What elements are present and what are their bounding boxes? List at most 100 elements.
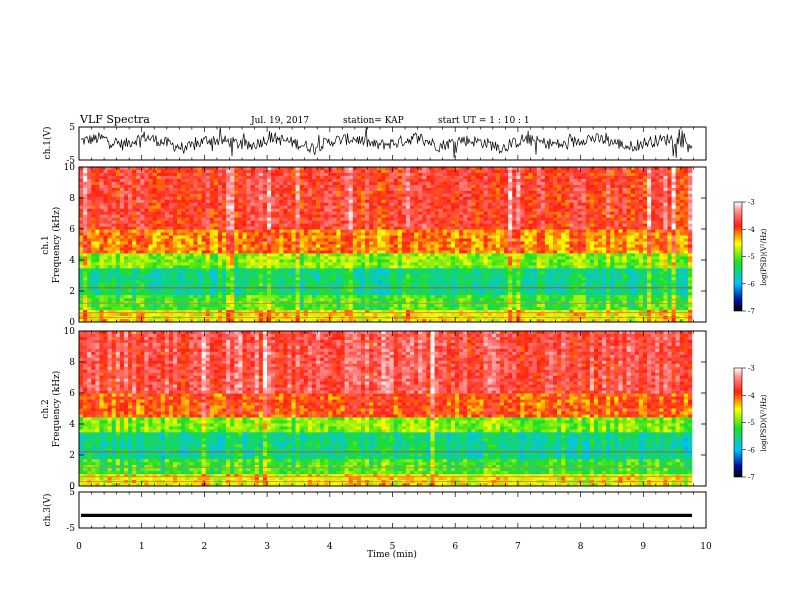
- spectrogram-cell: [634, 211, 640, 215]
- spectrogram-cell: [524, 196, 529, 201]
- spectrogram-cell: [291, 167, 296, 171]
- spectrogram-cell: [671, 187, 676, 192]
- spectrogram-cell: [254, 167, 260, 171]
- spectrogram-cell: [569, 259, 574, 263]
- spectrogram-cell: [679, 238, 685, 242]
- spectrogram-cell: [246, 184, 251, 189]
- spectrogram-cell: [553, 205, 558, 210]
- spectrogram-cell: [291, 178, 296, 183]
- spectrogram-cell: [454, 241, 460, 245]
- spectrogram-cell: [369, 202, 374, 207]
- spectrogram-cell: [565, 238, 570, 242]
- spectrogram-cell: [83, 253, 88, 257]
- spectrogram-cell: [128, 265, 133, 269]
- spectrogram-cell: [675, 241, 681, 245]
- spectrogram-cell: [303, 223, 309, 227]
- spectrogram-cell: [103, 256, 108, 260]
- spectrogram-cell: [250, 217, 256, 221]
- spectrogram-cell: [373, 169, 378, 174]
- spectrogram-cell: [508, 211, 513, 215]
- spectrogram-cell: [414, 196, 419, 201]
- spectrogram-cell: [234, 247, 239, 251]
- spectrogram-cell: [103, 232, 108, 236]
- spectrogram-cell: [389, 199, 394, 204]
- spectrogram-cell: [581, 244, 587, 248]
- spectrogram-cell: [107, 214, 112, 218]
- spectrogram-cell: [107, 172, 112, 177]
- spectrogram-cell: [450, 238, 456, 242]
- spectrogram-cell: [291, 208, 296, 213]
- spectrogram-cell: [91, 256, 96, 260]
- spectrogram-cell: [565, 235, 570, 239]
- spectrogram-cell: [499, 238, 505, 242]
- spectrogram-cell: [340, 250, 345, 254]
- spectrogram-cell: [164, 169, 170, 174]
- spectrogram-cell: [119, 265, 125, 269]
- spectrogram-cell: [181, 256, 186, 260]
- spectrogram-cell: [291, 193, 296, 198]
- spectrogram-cell: [459, 259, 464, 263]
- spectrogram-cell: [687, 262, 693, 266]
- spectrogram-cell: [614, 181, 619, 186]
- spectrogram-cell: [189, 253, 194, 257]
- spectrogram-cell: [438, 241, 444, 245]
- spectrogram-cell: [655, 172, 660, 177]
- spectrogram-cell: [618, 169, 623, 174]
- spectrogram-cell: [659, 238, 664, 242]
- spectrogram-cell: [226, 238, 231, 242]
- spectrogram-cell: [626, 178, 631, 183]
- spectrogram-cell: [254, 247, 260, 251]
- spectrogram-cell: [638, 232, 644, 236]
- spectrogram-cell: [287, 232, 292, 236]
- spectrogram-cell: [299, 253, 305, 257]
- spectrogram-cell: [561, 196, 566, 201]
- spectrogram-cell: [152, 199, 157, 204]
- spectrogram-cell: [344, 193, 350, 198]
- spectrogram-cell: [344, 205, 350, 210]
- spectrogram-cell: [520, 184, 525, 189]
- spectrogram-cell: [634, 208, 640, 213]
- spectrogram-cell: [320, 184, 325, 189]
- spectrogram-cell: [258, 211, 264, 215]
- spectrogram-cell: [634, 193, 640, 198]
- spectrogram-cell: [287, 220, 292, 224]
- spectrogram-cell: [569, 253, 574, 257]
- spectrogram-cell: [463, 172, 468, 177]
- spectrogram-cell: [642, 253, 648, 257]
- spectrogram-cell: [299, 178, 305, 183]
- spectrogram-cell: [213, 190, 219, 195]
- spectrogram-cell: [373, 172, 378, 177]
- spectrogram-cell: [148, 167, 153, 171]
- spectrogram-cell: [316, 226, 321, 230]
- spectrogram-cell: [471, 232, 476, 236]
- spectrogram-cell: [242, 184, 247, 189]
- spectrogram-cell: [107, 241, 112, 245]
- spectrogram-cell: [414, 190, 419, 195]
- spectrogram-cell: [561, 169, 566, 174]
- spectrogram-cell: [426, 169, 431, 174]
- spectrogram-cell: [311, 241, 317, 245]
- spectrogram-cell: [217, 256, 223, 260]
- spectrogram-cell: [467, 238, 472, 242]
- spectrogram-cell: [222, 208, 227, 213]
- spectrogram-cell: [516, 217, 521, 221]
- spectrogram-cell: [246, 262, 251, 266]
- spectrogram-cell: [487, 223, 493, 227]
- spectrogram-cell: [258, 208, 264, 213]
- spectrogram-cell: [279, 238, 284, 242]
- spectrogram-cell: [209, 259, 215, 263]
- spectrogram-cell: [446, 223, 452, 227]
- spectrogram-cell: [459, 205, 464, 210]
- spectrogram-cell: [242, 181, 247, 186]
- spectrogram-cell: [87, 223, 92, 227]
- spectrogram-cell: [181, 226, 186, 230]
- spectrogram-cell: [405, 208, 411, 213]
- spectrogram-cell: [418, 196, 423, 201]
- spectrogram-cell: [508, 167, 513, 171]
- spectrogram-cell: [316, 256, 321, 260]
- spectrogram-cell: [168, 220, 174, 224]
- spectrogram-cell: [123, 193, 129, 198]
- spectrogram-cell: [589, 238, 595, 242]
- spectrogram-cell: [95, 241, 100, 245]
- spectrogram-cell: [295, 241, 300, 245]
